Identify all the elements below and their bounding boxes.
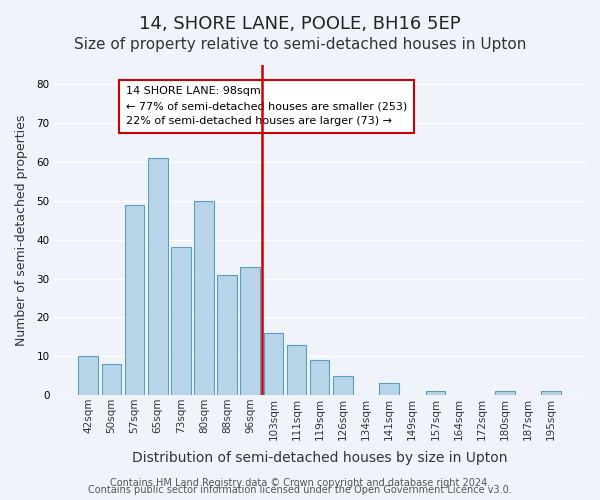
Bar: [79, 356, 98, 395]
Bar: [241, 267, 260, 395]
Bar: [425, 391, 445, 395]
Bar: [101, 364, 121, 395]
Bar: [125, 205, 145, 395]
Bar: [495, 391, 515, 395]
Bar: [148, 158, 167, 395]
X-axis label: Distribution of semi-detached houses by size in Upton: Distribution of semi-detached houses by …: [132, 451, 508, 465]
Text: 14 SHORE LANE: 98sqm
← 77% of semi-detached houses are smaller (253)
22% of semi: 14 SHORE LANE: 98sqm ← 77% of semi-detac…: [126, 86, 407, 126]
Bar: [333, 376, 353, 395]
Bar: [287, 344, 307, 395]
Text: Contains HM Land Registry data © Crown copyright and database right 2024.: Contains HM Land Registry data © Crown c…: [110, 478, 490, 488]
Text: Size of property relative to semi-detached houses in Upton: Size of property relative to semi-detach…: [74, 38, 526, 52]
Bar: [310, 360, 329, 395]
Bar: [379, 384, 399, 395]
Text: 14, SHORE LANE, POOLE, BH16 5EP: 14, SHORE LANE, POOLE, BH16 5EP: [139, 15, 461, 33]
Bar: [171, 248, 191, 395]
Y-axis label: Number of semi-detached properties: Number of semi-detached properties: [15, 114, 28, 346]
Text: Contains public sector information licensed under the Open Government Licence v3: Contains public sector information licen…: [88, 485, 512, 495]
Bar: [263, 333, 283, 395]
Bar: [541, 391, 561, 395]
Bar: [194, 201, 214, 395]
Bar: [217, 274, 237, 395]
